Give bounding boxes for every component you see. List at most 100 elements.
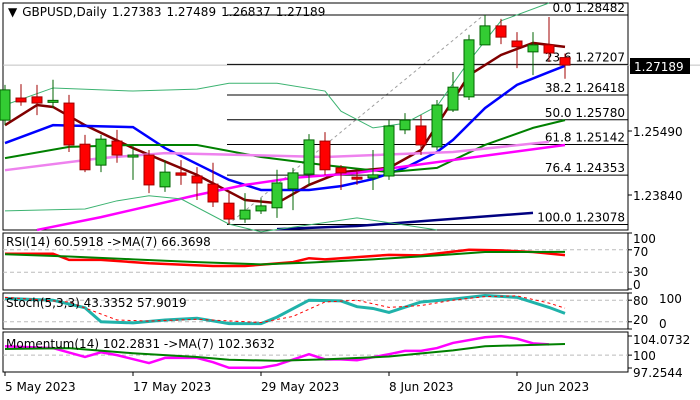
rsi-axis-label: 100	[633, 232, 656, 246]
candle	[287, 167, 299, 211]
candle	[511, 32, 523, 69]
stoch-axis-label: 20	[633, 313, 648, 327]
candle	[95, 134, 107, 173]
momentum-axis-label: 104.0732	[633, 333, 690, 347]
candle-body	[399, 119, 411, 131]
candle-body	[495, 25, 507, 38]
candle-body	[175, 172, 187, 176]
candle-body	[63, 102, 75, 146]
candle	[415, 115, 427, 156]
candle-body	[207, 183, 219, 203]
candle	[175, 160, 187, 185]
candle	[383, 120, 395, 180]
stoch-axis-label: 100	[659, 292, 682, 306]
indicator-line-bear	[4, 295, 566, 324]
panel-border	[2, 232, 629, 291]
candle	[319, 132, 331, 175]
candle-body	[319, 140, 331, 171]
candle	[303, 134, 315, 187]
moving-average-line-band	[4, 195, 438, 233]
stoch-axis-label: 0	[659, 317, 667, 331]
panel-border	[2, 331, 629, 373]
candle-body	[367, 174, 379, 179]
candle	[0, 84, 11, 126]
candle	[127, 146, 139, 180]
candle-body	[463, 39, 475, 98]
candle	[543, 16, 555, 62]
candle-body	[95, 138, 107, 166]
candle-body	[527, 44, 539, 53]
date-axis-label: 20 Jun 2023	[517, 380, 589, 394]
price-panel[interactable]: 0.0 1.28482 23.6 1.27207 38.2 1.26418 50.0 …	[0, 1, 700, 233]
rsi-axis-label: 30	[633, 265, 648, 279]
close-value: 1.27189	[275, 5, 326, 19]
fib-level-label: 0.0 1.28482	[552, 1, 625, 15]
date-axis-label: 5 May 2023	[5, 380, 76, 394]
candle-body	[255, 205, 267, 212]
current-price-tag: 1.27189	[630, 58, 690, 74]
momentum-panel[interactable]	[3, 334, 628, 370]
candle-body	[511, 40, 523, 48]
candle	[63, 94, 75, 152]
candle-body	[239, 209, 251, 220]
candle-body	[287, 172, 299, 190]
fib-level-label: 38.2 1.26418	[545, 81, 625, 95]
candle-body	[31, 96, 43, 104]
candle	[463, 34, 475, 100]
stoch-panel[interactable]	[3, 294, 628, 326]
indicator-line-stoch	[4, 294, 566, 326]
rsi-panel[interactable]	[3, 248, 628, 273]
candle-body	[0, 89, 11, 121]
candle	[527, 32, 539, 76]
candle-body	[79, 143, 91, 171]
candle	[191, 167, 203, 201]
momentum-axis-label: 97.2544	[633, 366, 683, 380]
stoch-axis-label: 80	[633, 294, 648, 308]
candle-body	[127, 154, 139, 158]
candle-body	[159, 171, 171, 188]
candle-body	[383, 125, 395, 177]
indicator-line-bear	[5, 248, 566, 268]
open-value: 1.27383	[111, 5, 162, 19]
candle	[143, 150, 155, 194]
candle	[367, 150, 379, 190]
candle-body	[191, 175, 203, 184]
candle	[15, 84, 27, 106]
rsi-axis-label: 70	[633, 245, 648, 259]
chart-header: ▼ GBPUSD,Daily 1.27383 1.27489 1.26837 1.2718…	[8, 5, 330, 19]
panel-frames	[2, 2, 629, 373]
candle	[47, 79, 59, 109]
fib-level-label: 61.8 1.25142	[545, 130, 625, 144]
candle	[495, 18, 507, 45]
candle	[559, 53, 571, 79]
rsi-axis-label: 0	[633, 278, 641, 292]
candle	[335, 165, 347, 190]
panel-border	[2, 292, 629, 330]
candle-body	[223, 202, 235, 220]
fib-level-label: 76.4 1.24353	[545, 161, 625, 175]
rsi-label: RSI(14) 60.5918 ->MA(7) 66.3698	[6, 235, 211, 249]
candle	[431, 99, 443, 151]
price-axis-label: 1.23840	[633, 189, 683, 203]
candle	[479, 15, 491, 46]
candle-body	[303, 139, 315, 175]
candle	[255, 198, 267, 215]
candle-body	[143, 154, 155, 186]
indicator-line-ma_magenta	[4, 334, 550, 370]
price-axis-label: 1.25490	[633, 125, 683, 139]
indicator-line-ma_slow	[4, 343, 566, 362]
indicator-line-ma_slow	[4, 250, 566, 266]
candle	[239, 193, 251, 223]
candle	[447, 72, 459, 112]
candle	[399, 113, 411, 135]
candle	[207, 162, 219, 208]
momentum-label: Momentum(14) 102.2831 ->MA(7) 102.3632	[6, 337, 275, 351]
candle	[79, 134, 91, 173]
collapse-triangle-icon[interactable]: ▼	[8, 5, 18, 19]
panel-border	[2, 2, 629, 231]
date-axis-label: 29 May 2023	[261, 380, 339, 394]
fib-level-label: 50.0 1.25780	[545, 106, 625, 120]
candle	[31, 84, 43, 116]
